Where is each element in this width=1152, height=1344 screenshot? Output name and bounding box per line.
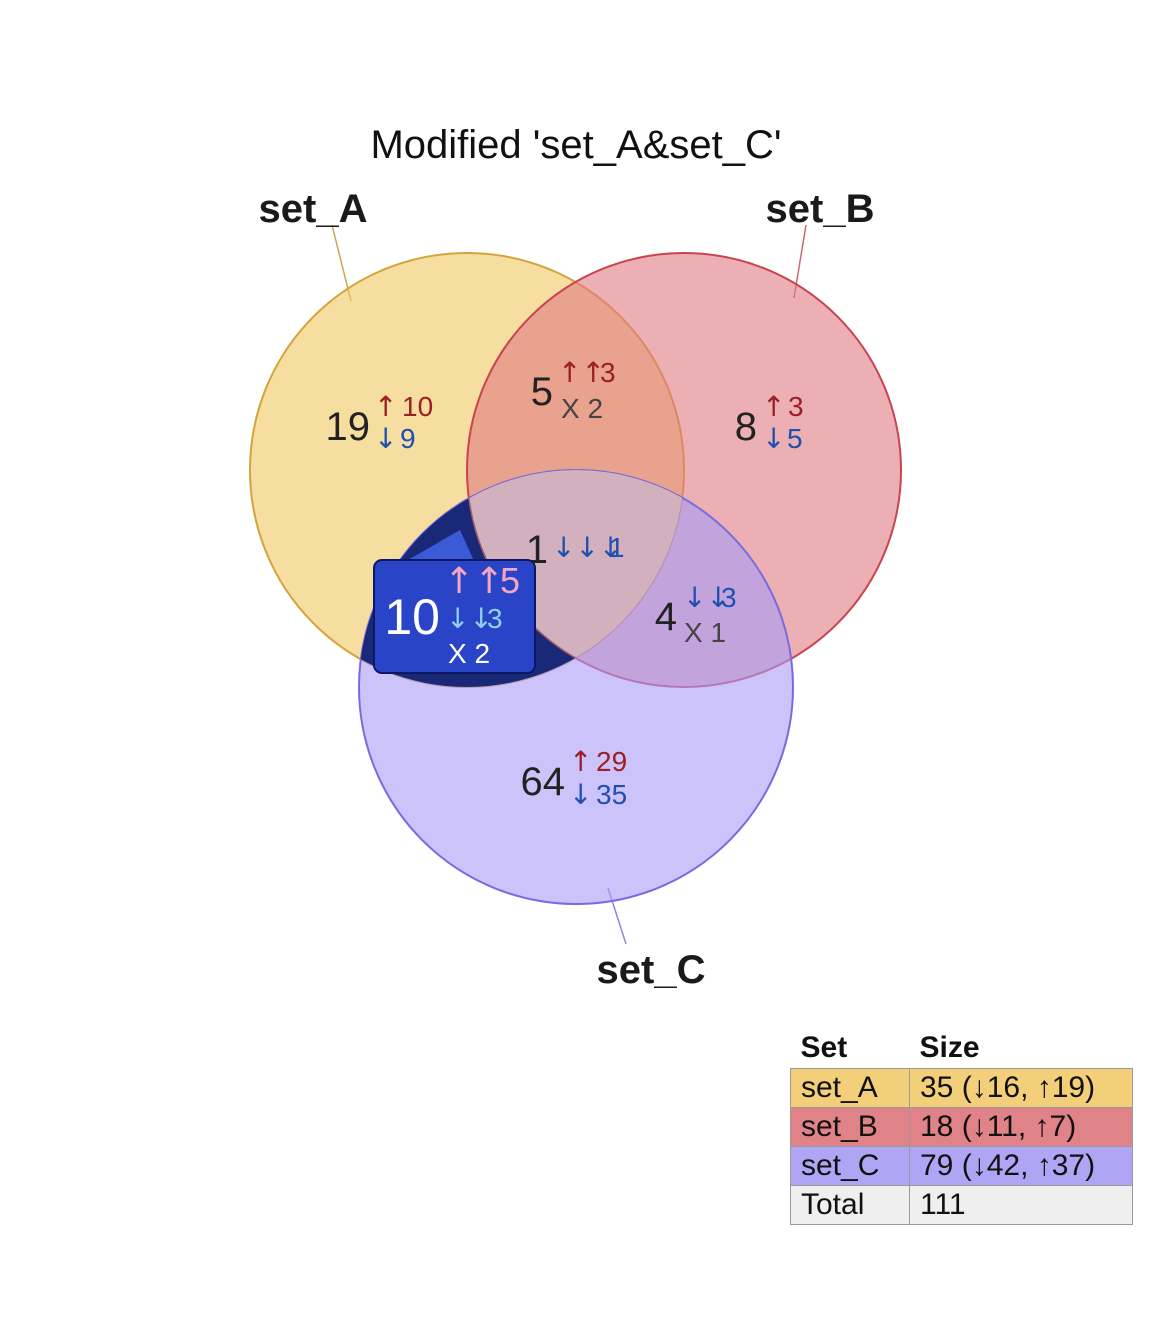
region-a-only: 19 ↑ 10 ↓ 9 bbox=[326, 390, 434, 455]
legend-header-row: Set Size bbox=[791, 1030, 1133, 1069]
down-arrow-icon: ↓↓ bbox=[683, 581, 730, 614]
legend-set-name: set_C bbox=[790, 1146, 910, 1186]
mixed-count: X 2 bbox=[448, 638, 490, 669]
region-count: 64 bbox=[521, 760, 566, 804]
up-count: 3 bbox=[788, 391, 804, 422]
down-count: 1 bbox=[609, 532, 625, 563]
up-count: 29 bbox=[596, 746, 627, 777]
legend-set-name: set_A bbox=[790, 1068, 910, 1108]
legend-set-size: 35 (↓16, ↑19) bbox=[909, 1068, 1133, 1108]
legend-table: Set Size set_A 35 (↓16, ↑19) set_B 18 (↓… bbox=[790, 1030, 1133, 1225]
legend-set-size: 18 (↓11, ↑7) bbox=[909, 1107, 1133, 1147]
legend-row-set-c: set_C 79 (↓42, ↑37) bbox=[790, 1146, 1133, 1186]
up-arrow-icon: ↑ bbox=[569, 745, 592, 778]
set-c-label: set_C bbox=[597, 948, 706, 992]
legend-row-set-a: set_A 35 (↓16, ↑19) bbox=[790, 1068, 1133, 1108]
down-arrow-icon: ↓ bbox=[569, 778, 592, 811]
legend-total-label: Total bbox=[790, 1185, 910, 1225]
down-arrow-icon: ↓ bbox=[762, 422, 785, 455]
legend-header-size: Size bbox=[919, 1031, 980, 1064]
legend-set-size: 79 (↓42, ↑37) bbox=[909, 1146, 1133, 1186]
region-count: 8 bbox=[735, 405, 757, 449]
region-abc: 1 ↓↓↓ 1 bbox=[526, 528, 625, 572]
region-ac-highlight[interactable]: 10 ↑↑ 5 ↓↓ 3 X 2 bbox=[373, 559, 536, 674]
up-arrow-icon: ↑↑ bbox=[558, 356, 605, 389]
region-c-only: 64 ↑ 29 ↓ 35 bbox=[521, 745, 628, 811]
down-arrow-icon: ↓ bbox=[374, 422, 397, 455]
region-ab: 5 ↑↑ 3 X 2 bbox=[531, 356, 616, 424]
down-count: 3 bbox=[487, 603, 503, 634]
legend-total-value: 111 bbox=[909, 1185, 1133, 1225]
legend-row-total: Total 111 bbox=[790, 1185, 1133, 1225]
region-b-only: 8 ↑ 3 ↓ 5 bbox=[735, 390, 804, 455]
set-b-label: set_B bbox=[766, 187, 875, 231]
down-arrow-icon: ↓↓↓ bbox=[552, 531, 622, 564]
down-count: 9 bbox=[400, 423, 416, 454]
up-count: 3 bbox=[600, 357, 616, 388]
mixed-count: X 2 bbox=[561, 393, 603, 424]
up-arrow-icon: ↑ bbox=[762, 390, 785, 423]
highlight-box[interactable] bbox=[373, 559, 536, 674]
mixed-count: X 1 bbox=[684, 617, 726, 648]
up-count: 10 bbox=[402, 391, 433, 422]
down-count: 5 bbox=[787, 423, 803, 454]
set-a-label: set_A bbox=[259, 187, 368, 231]
up-arrow-icon: ↑ bbox=[374, 390, 397, 423]
region-count: 19 bbox=[326, 405, 371, 449]
legend-set-name: set_B bbox=[790, 1107, 910, 1147]
region-bc: 4 ↓↓ 3 X 1 bbox=[655, 581, 737, 648]
region-count: 10 bbox=[384, 589, 440, 645]
up-arrow-icon: ↑↑ bbox=[444, 561, 504, 602]
region-count: 4 bbox=[655, 595, 677, 639]
diagram-title: Modified 'set_A&set_C' bbox=[370, 123, 781, 167]
legend-row-set-b: set_B 18 (↓11, ↑7) bbox=[790, 1107, 1133, 1147]
down-count: 3 bbox=[721, 582, 737, 613]
venn-diagram: Modified 'set_A&set_C' set_A set_B set_C… bbox=[249, 123, 902, 992]
legend-header-set: Set bbox=[800, 1031, 848, 1064]
up-count: 5 bbox=[500, 560, 520, 601]
down-arrow-icon: ↓↓ bbox=[446, 602, 493, 635]
region-count: 5 bbox=[531, 370, 553, 414]
down-count: 35 bbox=[596, 779, 627, 810]
